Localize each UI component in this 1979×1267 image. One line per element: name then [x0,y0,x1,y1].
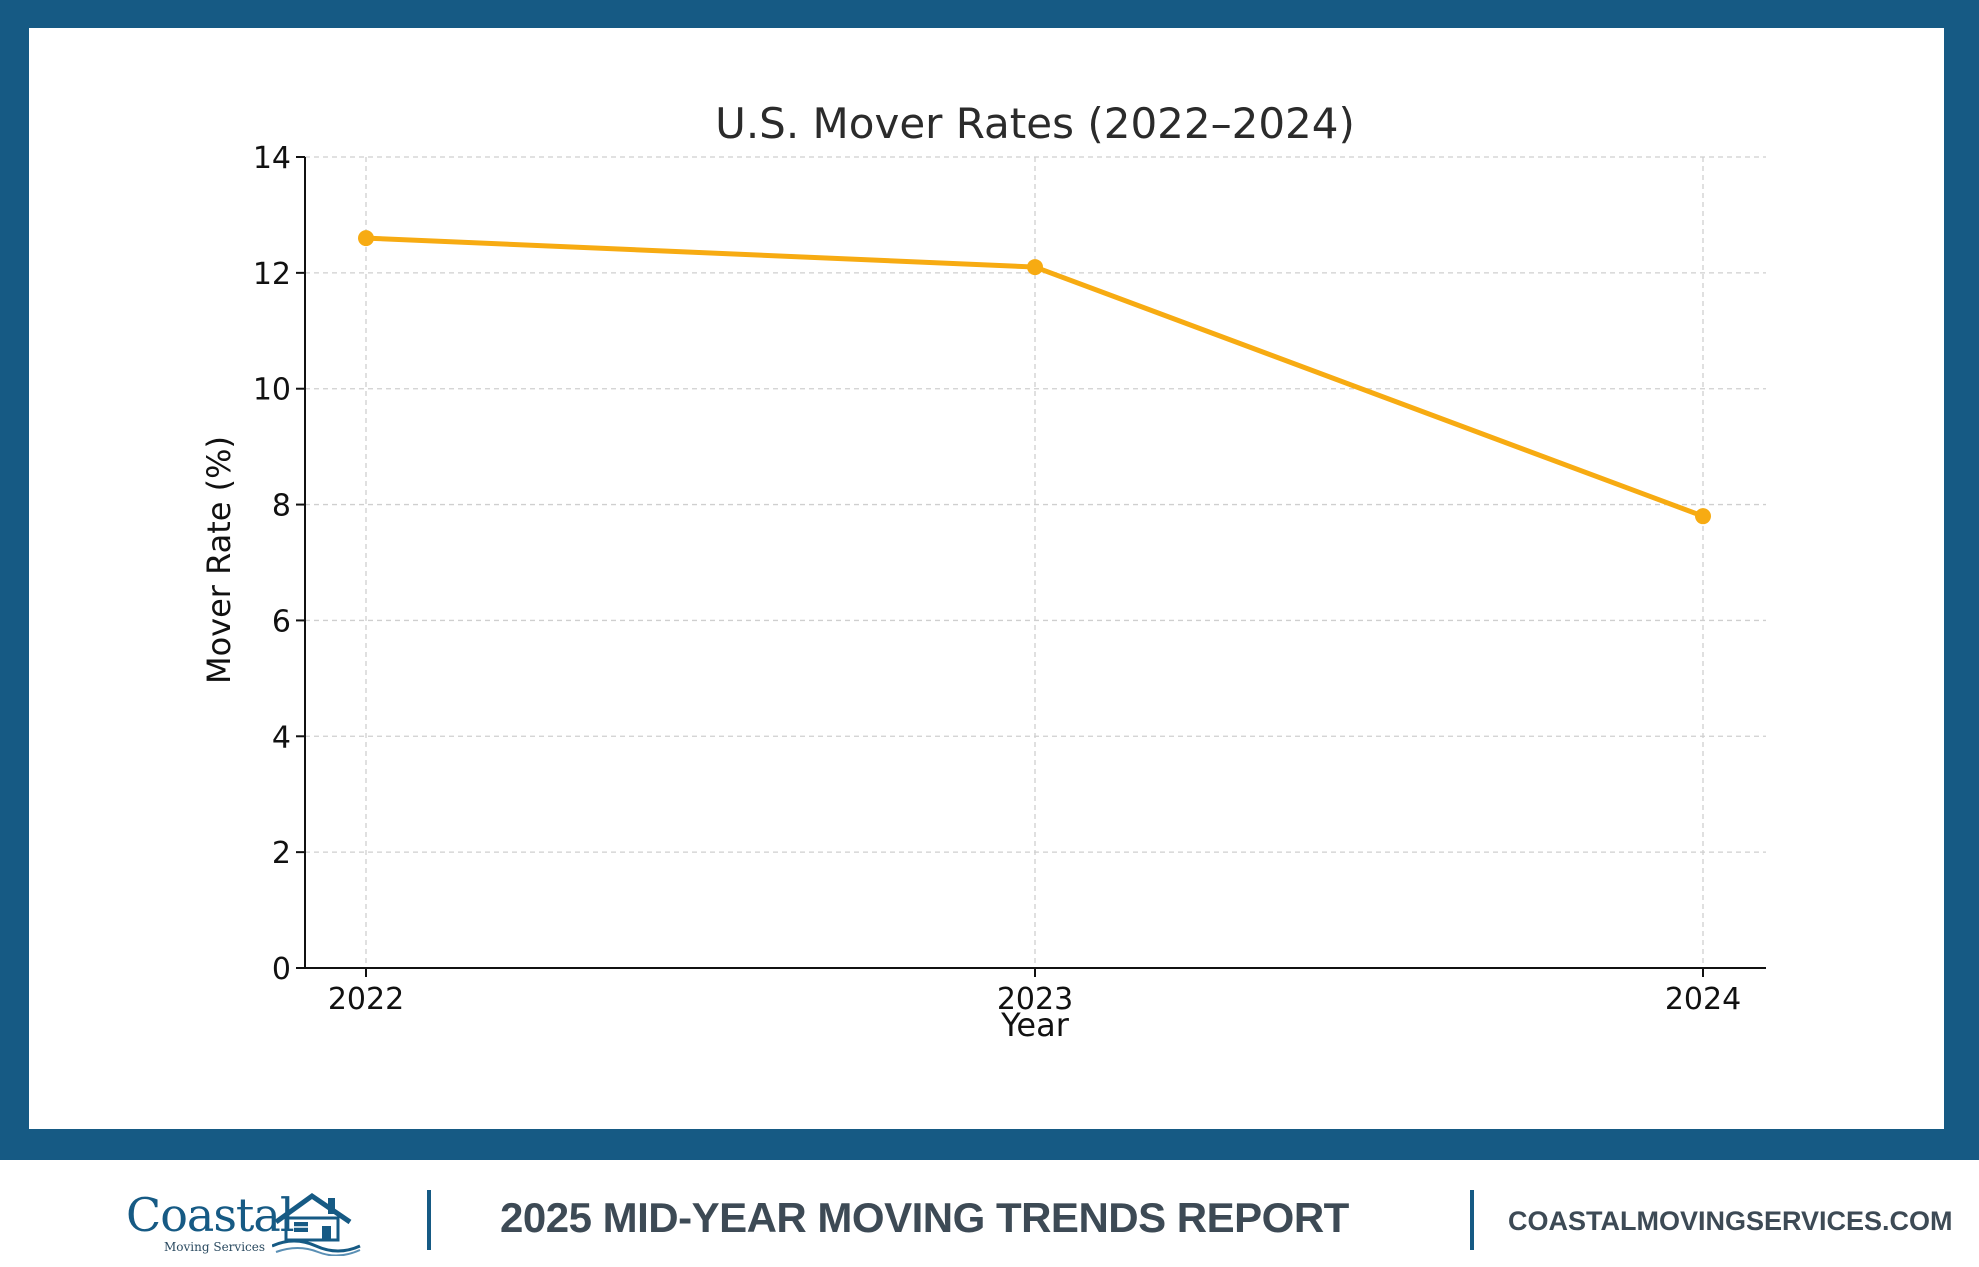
website-link[interactable]: COASTALMOVINGSERVICES.COM [1508,1206,1953,1236]
y-tick-label: 10 [253,373,291,408]
footer-bar: Coastal Moving Services 2025 MID-YEAR MO… [0,1160,1979,1267]
y-tick-label: 0 [272,952,291,987]
house-wave-icon [272,1192,361,1256]
text-layer: U.S. Mover Rates (2022–2024) Year Mover … [200,99,1741,1044]
y-tick-label: 2 [272,836,291,871]
y-tick-label: 8 [272,489,291,524]
y-axis-label: Mover Rate (%) [200,436,238,684]
data-point [1027,259,1043,276]
report-title: 2025 MID-YEAR MOVING TRENDS REPORT [500,1194,1349,1241]
footer-divider-right [1470,1190,1474,1250]
data-point [1695,508,1711,525]
company-logo[interactable]: Coastal Moving Services [122,1188,372,1258]
y-tick-label: 4 [272,720,291,755]
frame-border: U.S. Mover Rates (2022–2024) Year Mover … [0,0,1979,1160]
chart-title: U.S. Mover Rates (2022–2024) [715,99,1355,148]
y-tick-label: 14 [253,141,291,176]
x-tick-label: 2024 [1665,982,1741,1017]
footer-divider-left [427,1190,431,1250]
y-tick-label: 12 [253,257,291,292]
y-tick-label: 6 [272,604,291,639]
line-chart: U.S. Mover Rates (2022–2024) Year Mover … [200,99,1766,1044]
data-point [358,230,374,247]
grid-layer [305,156,1766,968]
series-layer [358,230,1711,525]
logo-wordmark: Coastal [126,1188,295,1242]
x-tick-label: 2022 [328,982,404,1017]
x-axis-label: Year [1000,1006,1070,1044]
x-tick-label: 2023 [997,982,1073,1017]
chart-panel: U.S. Mover Rates (2022–2024) Year Mover … [29,28,1944,1129]
axis-layer [296,156,1766,977]
logo-tagline: Moving Services [164,1240,266,1254]
